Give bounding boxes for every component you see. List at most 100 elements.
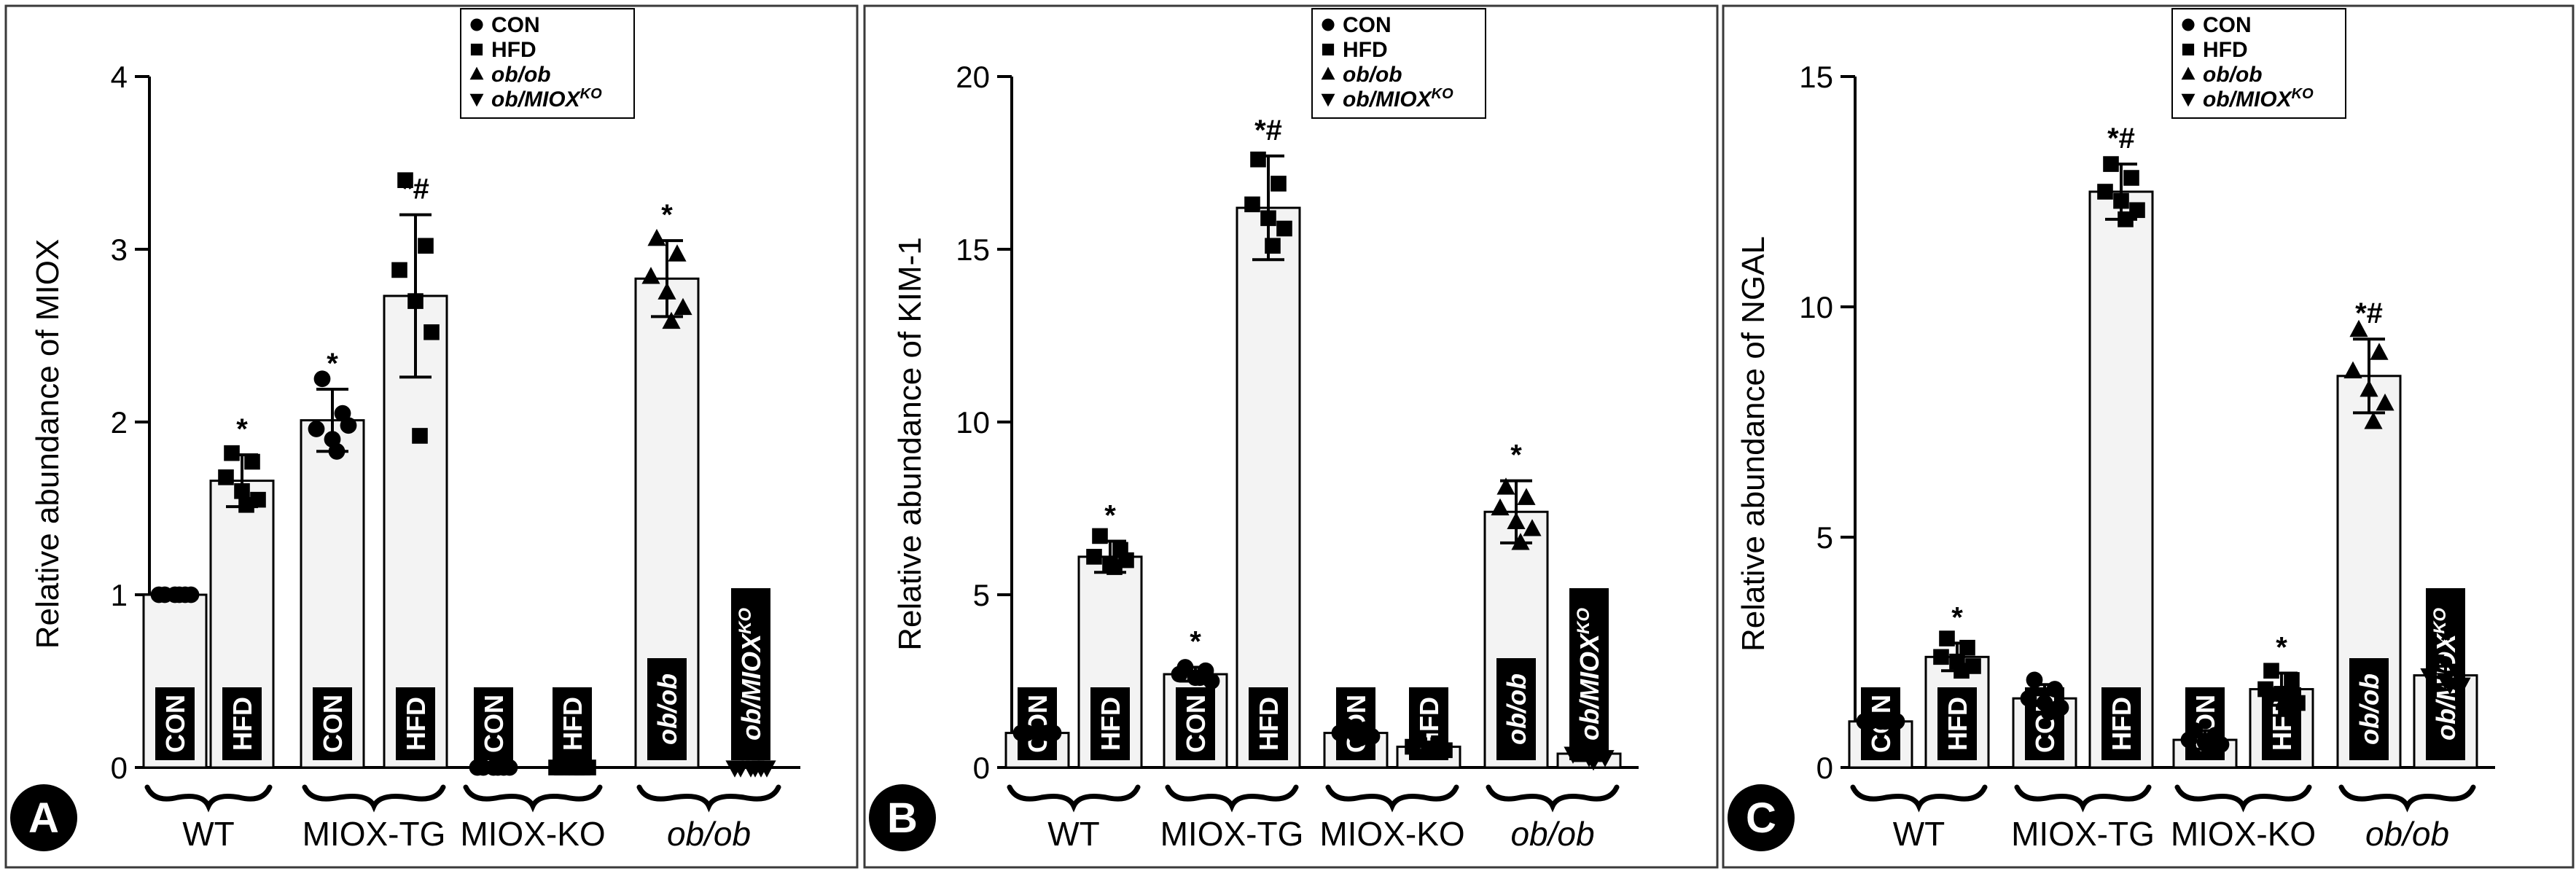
bar-label-tag: ob/ob [2349,658,2389,760]
bar-label-box [1569,588,1609,760]
data-point [2426,655,2445,672]
bar-group: ob/MIOXKO [1556,588,1622,771]
bar-label-main: ob/ob [652,673,682,745]
bar-label-text: HFD [1943,697,1972,751]
y-tick-label: 10 [956,405,990,440]
legend-label: ob/MIOXKO [491,86,602,112]
significance-mark: *# [2107,122,2135,155]
bar-group: HFD *# [2088,122,2154,769]
bar-label-tag: HFD [396,687,435,760]
group-label: MIOX-TG [2011,815,2155,853]
y-axis-title: Relative abundance of MIOX [30,239,66,649]
panel-frame [4,4,859,869]
data-point [1507,512,1526,530]
data-point [657,282,676,300]
data-point [1491,498,1510,516]
legend-label: CON [2203,13,2252,37]
group-bracket [1325,784,1459,813]
bar-group: CON * [300,348,365,769]
legend-label: ob/ob [491,63,551,87]
y-axis-title: Relative abundance of NGAL [1736,236,1771,652]
legend-label: HFD [2203,38,2248,62]
y-tick-label: 0 [111,751,128,785]
bar-label-text: CON [479,695,509,753]
significance-mark: * [327,348,338,380]
legend-marker [2182,43,2195,56]
legend-label-main: ob/ob [491,63,551,87]
y-tick-label: 0 [973,751,990,785]
group-bracket [1850,784,1988,813]
bar-group: CON [2172,687,2238,769]
bar-label-text: HFD [558,697,588,751]
bar-label-box [553,687,592,760]
data-point [548,759,564,776]
legend-box [2171,8,2346,119]
data-point [1265,238,1281,254]
data-point [412,428,428,444]
bar-label-main: HFD [227,697,257,751]
bar-label-box [731,588,770,760]
group-bracket [1165,784,1299,813]
legend-marker [469,66,484,80]
panel-letter-badge: A [10,784,77,851]
bar-group: ob/ob *# [2336,297,2402,769]
data-point [2420,668,2439,686]
y-tick-label: 4 [111,60,128,94]
data-point [150,586,168,603]
data-point [1856,713,1873,730]
bar-label-tag: ob/MIOXKO [731,588,770,760]
bar-label-main: ob/ob [1502,673,1531,745]
data-point [244,453,260,470]
bar-label-main: ob/ob [2354,673,2384,745]
y-tick-label: 15 [956,233,990,267]
data-point [2020,689,2037,707]
bar-label-tag: ob/ob [647,658,687,760]
data-point [2123,170,2139,186]
bar-label-box [313,687,352,760]
group-bracket [1486,784,1620,813]
group-label: MIOX-KO [460,815,605,853]
bar-group: HFD* [2249,631,2314,769]
data-point [2113,192,2129,209]
panel-frame [1722,4,2575,869]
data-point [1954,663,1970,679]
data-point [2201,741,2218,758]
bar-label-main: HFD [1096,697,1125,751]
legend-label-main: HFD [491,38,536,62]
bar-group: CON * [1163,626,1228,769]
data-point [641,267,660,284]
legend-marker [1322,18,1335,31]
data-point [1405,738,1421,755]
bar-label-text: ob/ob [1502,673,1531,745]
data-point [1250,151,1266,168]
bar-label-sup: KO [1574,608,1593,634]
legend-label-main: CON [2203,13,2252,37]
bar-group: CON [1323,687,1389,769]
legend-marker [2181,66,2196,80]
bar-label-main: CON [160,695,190,753]
bar-group: ob/ob * [634,199,700,769]
data-point [1939,630,1955,646]
data-point [2284,672,2300,688]
y-tick-label: 5 [973,578,990,612]
data-point [218,469,234,485]
panel-letter-circle [10,784,77,851]
bar-label-tag: CON [1176,687,1215,760]
data-point [2257,681,2273,698]
bar-group: HFD* [209,413,275,769]
group-label: MIOX-TG [1160,815,1304,853]
bar-label-text: HFD [1096,697,1125,751]
group-label: ob/ob [667,815,751,853]
bar-group: ob/ob * [1483,440,1549,769]
significance-mark: * [1510,440,1522,472]
group-bracket [2174,784,2312,813]
group-bracket [302,784,446,813]
group-label: WT [1893,815,1945,853]
bar-label-box [1176,687,1215,760]
bar-group: CON [469,687,518,776]
data-point [1244,196,1260,213]
data-point [391,262,407,278]
bar-label-main: ob/MIOX [736,633,766,741]
